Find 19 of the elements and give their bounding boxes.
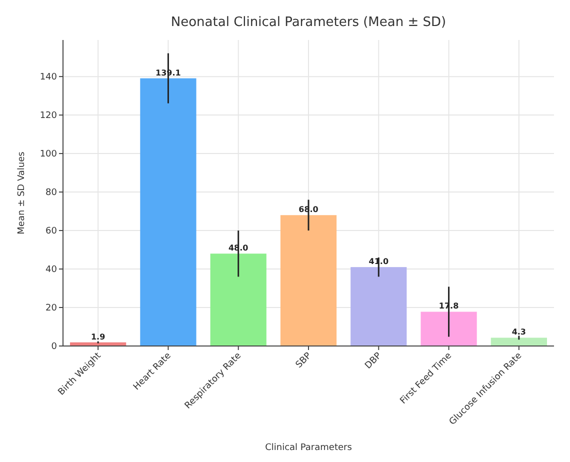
data-label: 4.3 bbox=[512, 328, 526, 337]
y-tick-label: 140 bbox=[40, 72, 58, 83]
bar bbox=[350, 267, 407, 346]
data-label: 1.9 bbox=[90, 332, 106, 342]
y-tick-label: 120 bbox=[40, 111, 58, 122]
chart-title: Neonatal Clinical Parameters (Mean ± SD) bbox=[170, 15, 446, 30]
bar bbox=[140, 78, 196, 346]
bar bbox=[280, 215, 337, 346]
bar bbox=[420, 312, 477, 346]
bar bbox=[490, 338, 547, 346]
bar bbox=[210, 254, 266, 346]
y-tick-label: 20 bbox=[46, 304, 58, 314]
y-tick-label: 80 bbox=[46, 188, 58, 198]
y-tick-label: 60 bbox=[46, 226, 58, 237]
y-tick-label: 0 bbox=[51, 342, 58, 352]
x-axis-title: Clinical Parameters bbox=[265, 443, 352, 453]
y-tick-label: 100 bbox=[40, 150, 58, 160]
y-tick-label: 40 bbox=[46, 265, 58, 276]
y-axis-title: Mean ± SD Values bbox=[17, 151, 27, 234]
